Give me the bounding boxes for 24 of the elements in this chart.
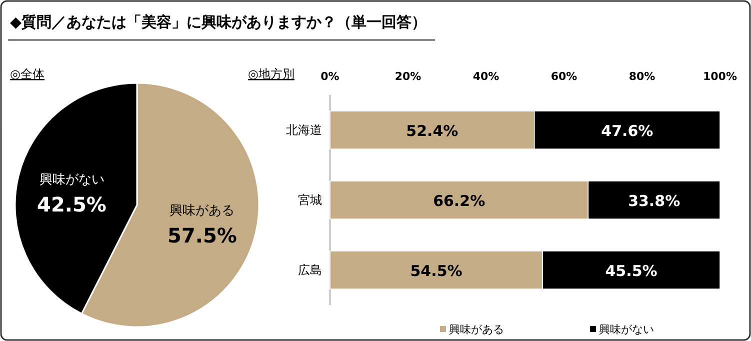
data-label: 57.5% xyxy=(168,224,237,248)
data-label: 54.5% xyxy=(410,262,462,280)
data-label: 42.5% xyxy=(37,192,106,216)
y-tick-label: 広島 xyxy=(298,263,322,277)
slice-label: 興味がある xyxy=(170,204,235,219)
data-label: 66.2% xyxy=(433,192,486,210)
x-tick-label: 0% xyxy=(320,70,340,83)
x-tick-label: 20% xyxy=(394,70,422,83)
x-tick-label: 40% xyxy=(472,70,500,83)
slice-label: 興味がない xyxy=(39,172,104,188)
data-label: 45.5% xyxy=(605,262,658,280)
y-tick-label: 北海道 xyxy=(286,123,322,137)
legend-label: 興味がない xyxy=(599,323,654,336)
data-label: 52.4% xyxy=(406,122,458,140)
data-label: 47.6% xyxy=(601,122,654,140)
y-tick-label: 宮城 xyxy=(298,193,322,207)
legend-label: 興味がある xyxy=(449,323,504,336)
chart-title: ◆質問／あなたは「美容」に興味がありますか？（単一回答） xyxy=(10,13,427,31)
x-tick-label: 60% xyxy=(550,70,578,83)
x-tick-label: 100% xyxy=(703,70,737,83)
x-tick-label: 80% xyxy=(628,70,656,83)
data-label: 33.8% xyxy=(628,192,680,210)
chart-subtitle: ◎地方別 xyxy=(248,67,294,81)
chart-subtitle: ◎全体 xyxy=(10,67,44,81)
